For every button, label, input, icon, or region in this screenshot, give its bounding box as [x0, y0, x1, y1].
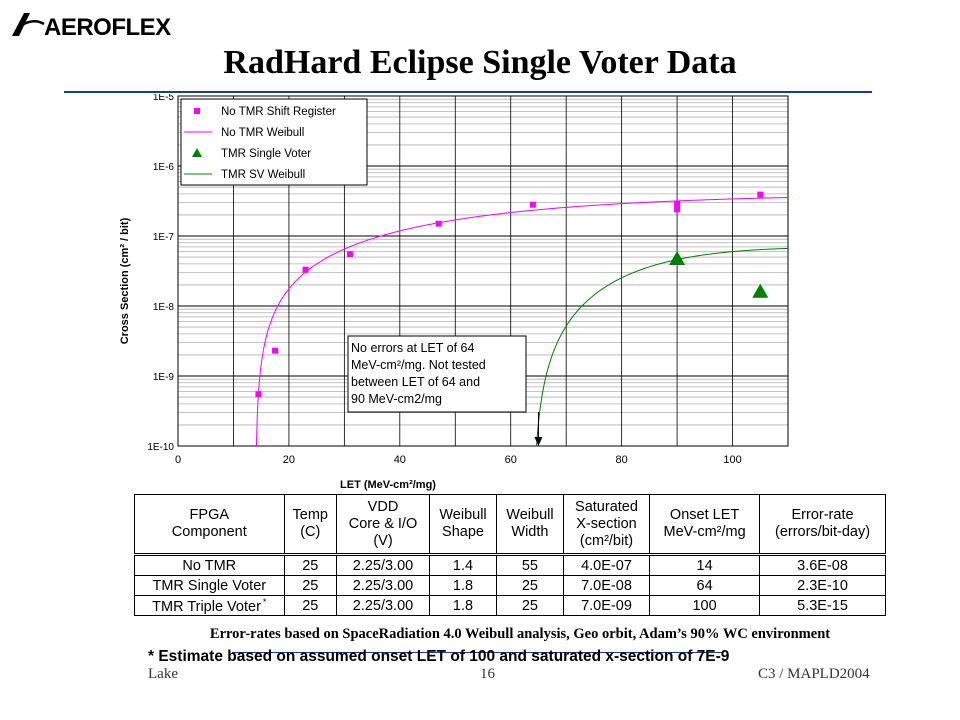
footer-author: Lake — [148, 666, 178, 682]
column-header: VDD Core & I/O (V) — [335, 494, 431, 556]
table-row: No TMR 25 2.25/3.00 1.4 55 4.0E-07 14 3.6E-08 — [134, 554, 886, 576]
column-header: Weibull Shape — [429, 494, 497, 556]
x-tick-label: 40 — [394, 454, 406, 466]
weibull-curve-line — [536, 247, 788, 446]
x-tick-label: 0 — [175, 454, 181, 466]
legend-marker-square — [194, 108, 200, 114]
column-header: Saturated X-section (cm²/bit) — [562, 494, 651, 556]
data-point-square — [529, 201, 536, 208]
annotation-text: MeV-cm²/mg. Not tested — [351, 358, 486, 372]
table-cell: 1.8 — [429, 595, 497, 616]
x-tick-label: 20 — [283, 454, 295, 466]
data-point-square — [674, 206, 681, 213]
y-tick-label: 1E-5 — [153, 94, 175, 103]
data-point-square — [346, 251, 353, 258]
legend-label: No TMR Shift Register — [221, 106, 336, 118]
column-header: Temp (C) — [283, 494, 337, 556]
legend-box — [180, 98, 368, 186]
table-cell: TMR Triple Voter * — [134, 595, 285, 616]
data-point-square — [674, 200, 681, 207]
table-row: TMR Triple Voter * 25 2.25/3.00 1.8 25 7.0E-09… — [134, 595, 886, 616]
table-cell: 3.6E-08 — [759, 554, 886, 576]
data-point-triangle — [752, 283, 769, 298]
footer-divider — [232, 652, 722, 653]
table-cell: 100 — [649, 595, 761, 616]
table-cell: 55 — [495, 554, 564, 576]
x-tick-label: 100 — [723, 454, 741, 466]
data-point-triangle — [669, 250, 686, 265]
table-row: TMR Single Voter 25 2.25/3.00 1.8 25 7.0E-08 6… — [134, 575, 886, 596]
x-tick-label: 80 — [616, 454, 628, 466]
legend-label: TMR Single Voter — [221, 148, 311, 160]
y-tick-label: 1E-9 — [153, 372, 175, 383]
table-header-row: FPGA Component Temp (C) VDD Core & I/O (V) Weib… — [134, 494, 886, 556]
footer-event: C3 / MAPLD2004 — [758, 666, 870, 682]
data-point-square — [302, 266, 309, 273]
y-tick-label: 1E-8 — [153, 302, 175, 313]
y-tick-label: 1E-6 — [153, 162, 175, 173]
table-cell: 7.0E-08 — [562, 575, 651, 596]
x-tick-label: 60 — [505, 454, 517, 466]
annotation-text: between LET of 64 and — [351, 375, 480, 389]
column-header: Error-rate (errors/bit-day) — [759, 494, 886, 556]
data-point-square — [272, 347, 279, 354]
y-tick-label: 1E-10 — [147, 442, 174, 453]
table-cell: 25 — [495, 575, 564, 596]
table-cell: 2.25/3.00 — [335, 575, 431, 596]
cross-section-chart: 0 20 40 60 80 100 1E-10 1E-9 1E-8 1E-7 1E-6 1E-5 LET… — [119, 94, 789, 491]
x-axis-label: LET (MeV-cm²/mg) — [340, 479, 436, 491]
annotation-text: 90 MeV-cm2/mg — [351, 392, 442, 406]
table-cell: 4.0E-07 — [562, 554, 651, 576]
legend-label: TMR SV Weibull — [221, 169, 305, 181]
weibull-curve-line — [255, 196, 788, 446]
y-axis-label: Cross Section (cm² / bit) — [119, 217, 131, 344]
table-cell: 25 — [283, 575, 337, 596]
column-header: Weibull Width — [495, 494, 564, 556]
table-cell: No TMR — [134, 554, 285, 576]
table-cell: 64 — [649, 575, 761, 596]
plot-frame — [177, 95, 789, 447]
table-cell: 25 — [283, 554, 337, 576]
table-cell: 7.0E-09 — [562, 595, 651, 616]
table-cell: 2.3E-10 — [759, 575, 886, 596]
data-point-square — [435, 220, 442, 227]
annotation-text: No errors at LET of 64 — [351, 341, 474, 355]
data-point-square — [255, 391, 262, 398]
voter-data-table: FPGA Component Temp (C) VDD Core & I/O (V) Weib… — [134, 494, 886, 616]
slide-title: RadHard Eclipse Single Voter Data — [223, 44, 737, 81]
table-cell: 25 — [495, 595, 564, 616]
annotation-arrow-head — [534, 437, 543, 446]
estimate-footnote: * Estimate based on assumed onset LET of… — [148, 648, 730, 665]
table-cell: 2.25/3.00 — [335, 554, 431, 576]
legend-marker-triangle — [192, 148, 202, 157]
table-cell: 25 — [283, 595, 337, 616]
error-rate-footnote: Error-rates based on SpaceRadiation 4.0 … — [209, 626, 831, 642]
estimate-marker: * — [262, 596, 267, 607]
table-cell: 2.25/3.00 — [335, 595, 431, 616]
column-header: Onset LET MeV-cm²/mg — [649, 494, 761, 556]
logo-swoosh-icon — [12, 13, 45, 36]
data-point-square — [757, 191, 764, 198]
table-cell: 1.4 — [429, 554, 497, 576]
table-cell: 1.8 — [429, 575, 497, 596]
column-header: FPGA Component — [134, 494, 285, 556]
annotation-box — [347, 335, 527, 413]
title-divider — [64, 91, 872, 93]
legend-label: No TMR Weibull — [221, 127, 304, 139]
table-cell: TMR Single Voter — [134, 575, 285, 596]
logo-text: AEROFLEX — [44, 14, 171, 41]
table-cell: 14 — [649, 554, 761, 576]
table-cell: 5.3E-15 — [759, 595, 886, 616]
y-tick-label: 1E-7 — [153, 232, 175, 243]
aeroflex-logo: AEROFLEX — [8, 10, 171, 41]
footer-page-number: 16 — [480, 666, 495, 682]
